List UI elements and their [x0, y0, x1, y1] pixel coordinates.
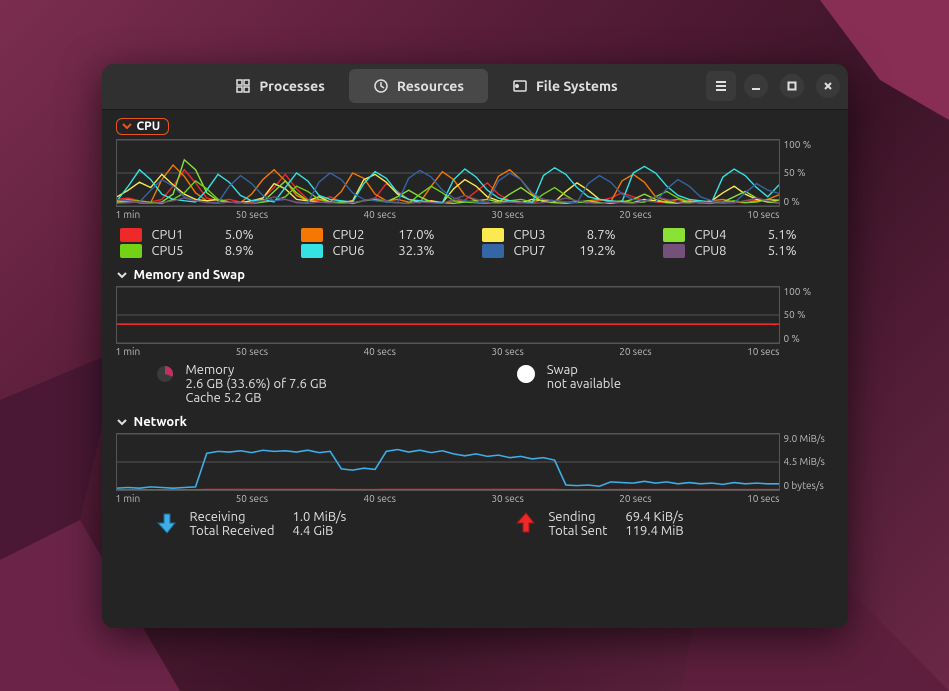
color-swatch [120, 228, 142, 242]
cpu-core-name: CPU1 [152, 228, 196, 242]
cpu-core-pct: 5.0% [206, 228, 254, 242]
window-controls [744, 74, 840, 98]
upload-arrow-icon [515, 512, 537, 534]
view-tabs: Processes Resources File Systems [148, 69, 706, 103]
tab-filesystems-label: File Systems [536, 78, 618, 94]
cpu-core-name: CPU6 [333, 244, 377, 258]
cpu-title: CPU [137, 120, 161, 133]
titlebar: Processes Resources File Systems [102, 64, 848, 110]
chevron-down-icon [116, 269, 128, 281]
cpu-core-pct: 5.1% [749, 228, 797, 242]
download-arrow-icon [156, 512, 178, 534]
tab-resources[interactable]: Resources [349, 69, 488, 103]
memory-section: Memory and Swap 100 %50 %0 % 1 min50 sec… [116, 268, 834, 405]
cpu-y-axis: 100 %50 %0 % [780, 139, 834, 207]
cpu-core-pct: 8.7% [568, 228, 616, 242]
maximize-button[interactable] [780, 74, 804, 98]
memory-history-chart [116, 286, 780, 344]
network-title: Network [134, 415, 187, 429]
recv-total-label: Total Received [190, 524, 275, 538]
send-label: Sending [549, 510, 608, 524]
color-swatch [120, 244, 142, 258]
cpu-core-name: CPU2 [333, 228, 377, 242]
tab-filesystems[interactable]: File Systems [488, 69, 642, 103]
send-total: 119.4 MiB [625, 524, 683, 538]
cpu-core-pct: 5.1% [749, 244, 797, 258]
memory-usage-block: Memory 2.6 GB (33.6%) of 7.6 GB Cache 5.… [156, 363, 327, 405]
tab-processes[interactable]: Processes [211, 69, 349, 103]
minimize-button[interactable] [744, 74, 768, 98]
recv-rate: 1.0 MiB/s [293, 510, 347, 524]
memory-section-header[interactable]: Memory and Swap [116, 268, 834, 282]
color-swatch [663, 244, 685, 258]
recv-total: 4.4 GiB [293, 524, 347, 538]
cpu-legend-item[interactable]: CPU6 32.3% [301, 244, 468, 258]
color-swatch [482, 228, 504, 242]
color-swatch [663, 228, 685, 242]
tab-processes-label: Processes [259, 78, 325, 94]
swap-label: Swap [547, 363, 621, 377]
cpu-legend-item[interactable]: CPU7 19.2% [482, 244, 649, 258]
cpu-core-name: CPU7 [514, 244, 558, 258]
network-x-axis: 1 min50 secs40 secs30 secs20 secs10 secs [116, 491, 834, 504]
network-section-header[interactable]: Network [116, 415, 834, 429]
color-swatch [301, 228, 323, 242]
close-button[interactable] [816, 74, 840, 98]
memory-pie-icon [156, 365, 174, 383]
cpu-section-header[interactable]: CPU [116, 118, 834, 135]
cpu-core-name: CPU4 [695, 228, 739, 242]
chevron-down-icon [116, 416, 128, 428]
cpu-legend-item[interactable]: CPU1 5.0% [120, 228, 287, 242]
cpu-legend-item[interactable]: CPU2 17.0% [301, 228, 468, 242]
cpu-core-name: CPU3 [514, 228, 558, 242]
send-total-label: Total Sent [549, 524, 608, 538]
memory-y-axis: 100 %50 %0 % [780, 286, 834, 344]
cpu-core-pct: 32.3% [387, 244, 435, 258]
memory-cache: Cache 5.2 GB [186, 391, 327, 405]
send-rate: 69.4 KiB/s [625, 510, 683, 524]
cpu-legend-item[interactable]: CPU4 5.1% [663, 228, 830, 242]
resources-content: CPU 100 %50 %0 % 1 min50 secs40 secs30 s… [102, 110, 848, 628]
network-y-axis: 9.0 MiB/s4.5 MiB/s0 bytes/s [780, 433, 834, 491]
recv-label: Receiving [190, 510, 275, 524]
cpu-legend-item[interactable]: CPU3 8.7% [482, 228, 649, 242]
chevron-down-icon [121, 120, 133, 132]
swap-usage-block: Swap not available [517, 363, 621, 405]
network-section: Network 9.0 MiB/s4.5 MiB/s0 bytes/s 1 mi… [116, 415, 834, 538]
cpu-legend: CPU1 5.0% CPU2 17.0% CPU3 8.7% CPU4 5.1% CPU5 8.9… [116, 228, 834, 258]
network-history-chart [116, 433, 780, 491]
system-monitor-window: Processes Resources File Systems [102, 64, 848, 628]
cpu-history-chart [116, 139, 780, 207]
tab-resources-label: Resources [397, 78, 464, 94]
cpu-core-pct: 8.9% [206, 244, 254, 258]
hamburger-menu-button[interactable] [706, 71, 736, 101]
cpu-core-name: CPU5 [152, 244, 196, 258]
cpu-legend-item[interactable]: CPU5 8.9% [120, 244, 287, 258]
cpu-x-axis: 1 min50 secs40 secs30 secs20 secs10 secs [116, 207, 834, 220]
memory-title: Memory and Swap [134, 268, 246, 282]
color-swatch [482, 244, 504, 258]
network-send-block: Sending 69.4 KiB/s Total Sent 119.4 MiB [515, 510, 834, 538]
cpu-core-pct: 19.2% [568, 244, 616, 258]
cpu-section: CPU 100 %50 %0 % 1 min50 secs40 secs30 s… [116, 118, 834, 258]
memory-x-axis: 1 min50 secs40 secs30 secs20 secs10 secs [116, 344, 834, 357]
memory-detail: 2.6 GB (33.6%) of 7.6 GB [186, 377, 327, 391]
memory-label: Memory [186, 363, 327, 377]
cpu-core-name: CPU8 [695, 244, 739, 258]
color-swatch [301, 244, 323, 258]
network-recv-block: Receiving 1.0 MiB/s Total Received 4.4 G… [156, 510, 475, 538]
swap-bullet-icon [517, 365, 535, 383]
cpu-core-pct: 17.0% [387, 228, 435, 242]
swap-detail: not available [547, 377, 621, 391]
cpu-legend-item[interactable]: CPU8 5.1% [663, 244, 830, 258]
